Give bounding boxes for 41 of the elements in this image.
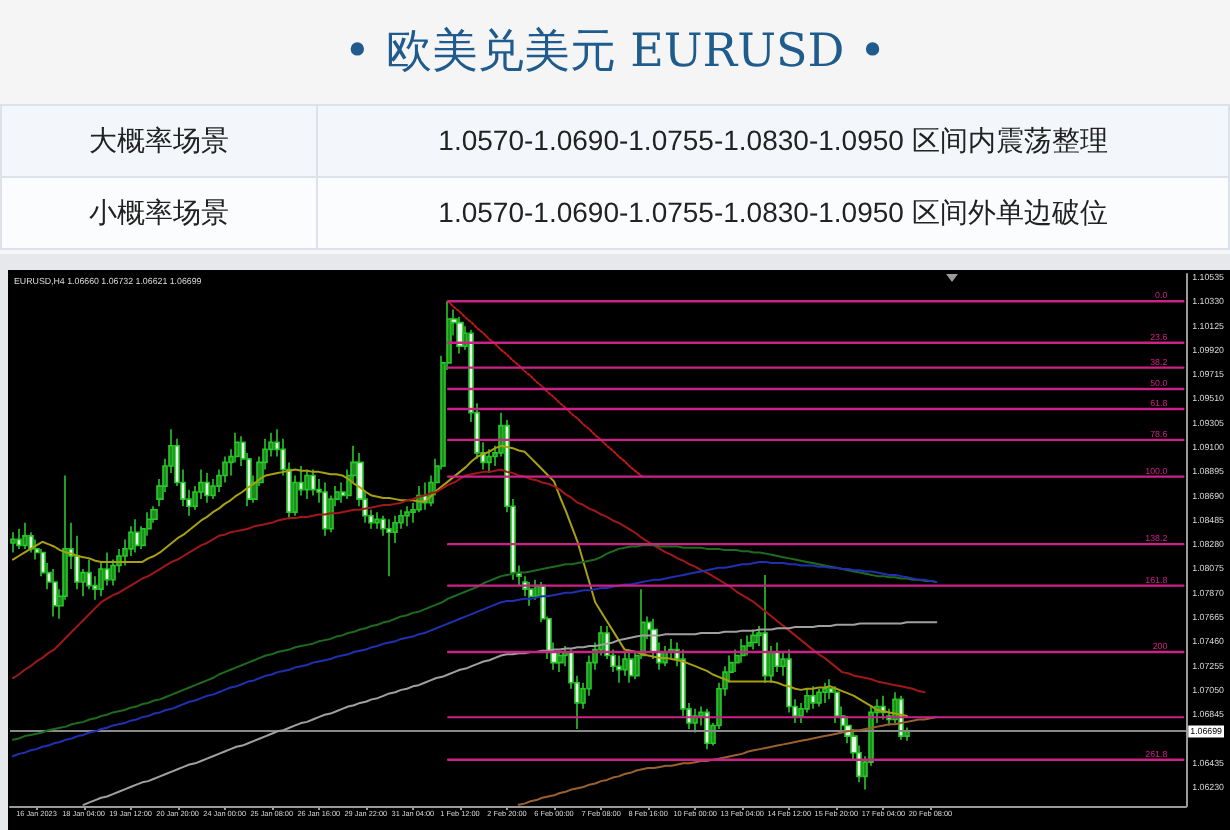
candlestick: [750, 628, 758, 651]
candlestick: [28, 531, 34, 554]
candlestick: [374, 511, 380, 530]
candlestick: [816, 687, 822, 708]
candlestick: [310, 468, 316, 497]
chart-title: • 欧美兑美元 EURUSD •: [0, 0, 1230, 104]
candlestick: [322, 481, 328, 537]
candlestick: [52, 568, 58, 618]
candlestick: [486, 448, 492, 474]
text: 大概率场景: [1, 105, 317, 177]
text: 1.0570-1.0690-1.0755-1.0830-1.0950 区间内震荡整理: [317, 105, 1229, 177]
text: 1.0570-1.0690-1.0755-1.0830-1.0950 区间外单边破位: [317, 177, 1229, 249]
candlestick: [222, 455, 228, 484]
candlestick: [746, 634, 752, 657]
candlestick: [304, 468, 310, 500]
candlestick: [810, 685, 816, 710]
candlestick: [210, 478, 216, 500]
candlestick: [134, 518, 140, 554]
line-series: [11, 444, 908, 717]
candlestick: [668, 638, 674, 660]
candlestick: [22, 522, 28, 550]
candlestick: [456, 315, 464, 355]
line-series: [11, 468, 926, 694]
candlestick: [404, 505, 410, 528]
candlestick: [622, 651, 628, 677]
candlestick: [762, 574, 768, 684]
candlestick: [774, 641, 780, 673]
candlestick: [128, 525, 134, 557]
candlestick: [834, 685, 840, 724]
candlestick: [10, 531, 16, 554]
line-series: [11, 560, 938, 758]
text: 小概率场景: [1, 177, 317, 249]
candlestick: [16, 527, 22, 550]
candlestick: [528, 581, 534, 607]
line-series: [447, 300, 644, 478]
candlestick: [628, 648, 634, 684]
candlestick: [616, 654, 622, 684]
candlestick: [386, 518, 392, 577]
candlestick: [204, 472, 210, 504]
candlestick: [822, 681, 828, 704]
line-series: [517, 716, 938, 806]
